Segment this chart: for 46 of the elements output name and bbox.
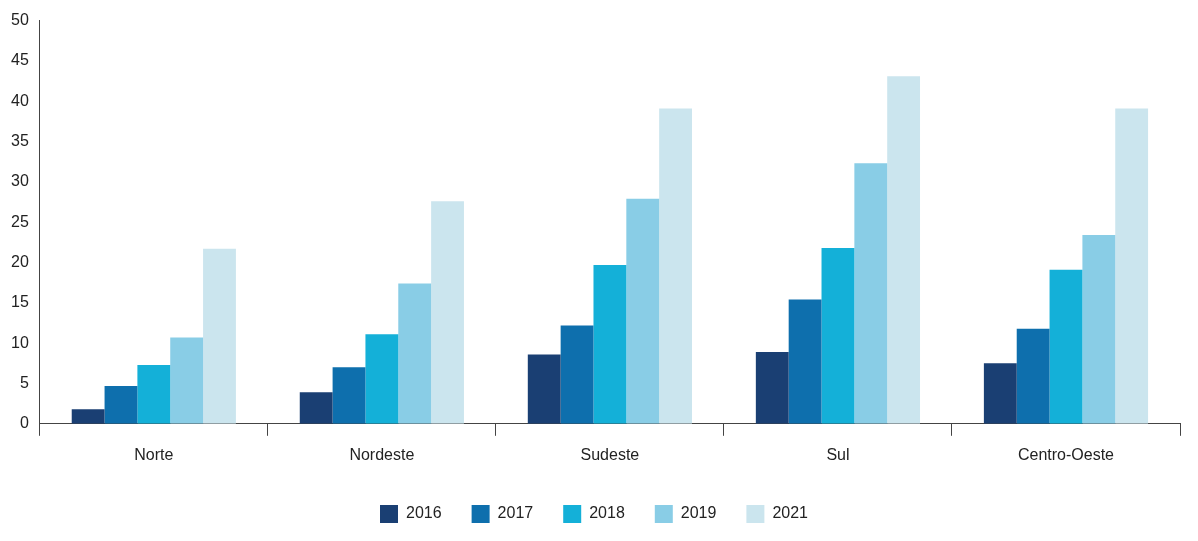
bar (887, 76, 921, 424)
bar (1082, 235, 1116, 424)
legend-label: 2021 (772, 504, 809, 522)
y-tick-label: 15 (11, 293, 29, 311)
bar (755, 352, 789, 424)
bar (626, 198, 660, 424)
bar (560, 325, 594, 424)
bar (431, 201, 464, 424)
bar (398, 283, 432, 424)
x-tick-label: Sudeste (580, 445, 640, 463)
y-tick-label: 40 (11, 91, 29, 109)
y-tick-label: 35 (11, 131, 29, 149)
y-tick-label: 30 (11, 172, 29, 190)
bar (365, 334, 399, 424)
x-tick-label: Sul (826, 445, 850, 463)
y-tick-label: 5 (19, 373, 29, 391)
bar (137, 364, 171, 424)
legend-label: 2019 (680, 504, 717, 522)
legend-label: 2018 (589, 504, 625, 522)
y-tick-label: 10 (11, 333, 29, 351)
x-tick-label: Centro-Oeste (1017, 445, 1115, 463)
y-tick-label: 25 (11, 212, 29, 230)
bar (821, 248, 855, 424)
bar (1049, 269, 1083, 424)
bar (332, 367, 366, 424)
bar (1016, 328, 1050, 424)
y-tick-label: 20 (11, 252, 29, 270)
bar (527, 354, 561, 424)
bar (170, 337, 204, 424)
x-tick-label: Nordeste (349, 445, 415, 463)
bar (659, 108, 692, 424)
y-tick-label: 0 (19, 414, 29, 432)
bar (71, 409, 105, 424)
bar (203, 248, 236, 424)
x-tick-label: Norte (134, 445, 174, 463)
bar (593, 264, 627, 424)
y-tick-label: 45 (11, 51, 29, 69)
bar (1115, 108, 1149, 424)
bar (104, 385, 138, 424)
legend-label: 2016 (406, 504, 442, 522)
bar (983, 363, 1017, 424)
bar (299, 392, 333, 424)
bar (788, 299, 822, 424)
legend-label: 2017 (497, 504, 534, 522)
bar (854, 163, 888, 424)
y-tick-label: 50 (11, 11, 29, 29)
